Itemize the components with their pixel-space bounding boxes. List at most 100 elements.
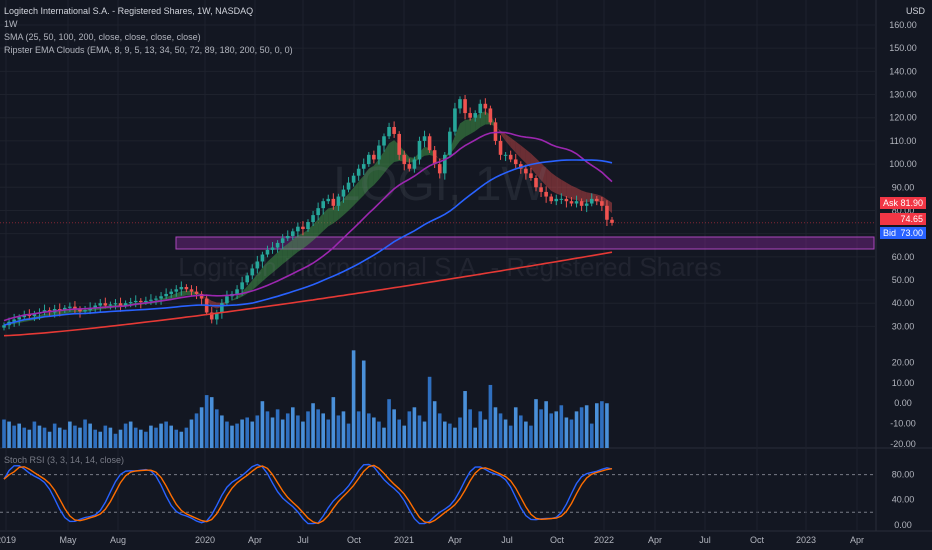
- candle-body: [83, 310, 87, 312]
- volume-bar: [412, 407, 417, 448]
- price-tick-label: 160.00: [889, 20, 917, 30]
- volume-bar: [139, 429, 143, 448]
- candle-body: [589, 198, 594, 204]
- volume-bar: [230, 425, 234, 448]
- sma-legend[interactable]: SMA (25, 50, 100, 200, close, close, clo…: [4, 32, 201, 42]
- volume-bar: [245, 417, 249, 448]
- candle-body: [118, 303, 123, 306]
- time-tick-label: Jul: [699, 535, 711, 545]
- volume-bar: [149, 425, 153, 448]
- volume-bar: [503, 419, 508, 448]
- ema-cloud-segment: [515, 141, 521, 159]
- volume-bar: [579, 407, 584, 448]
- volume-bar: [316, 409, 320, 448]
- volume-bar: [88, 423, 92, 448]
- candle-body: [443, 154, 447, 174]
- candle-body: [346, 182, 351, 190]
- ema-cloud-segment: [525, 149, 531, 169]
- candle-body: [179, 286, 184, 290]
- candle-body: [164, 293, 168, 297]
- price-tick-label: 150.00: [889, 43, 917, 53]
- stoch-rsi-legend[interactable]: Stoch RSI (3, 3, 14, 14, close): [4, 455, 125, 465]
- candle-body: [285, 235, 290, 239]
- volume-bar: [306, 411, 310, 448]
- ema-cloud-segment: [576, 187, 582, 202]
- candle-body: [336, 196, 341, 206]
- candle-body: [453, 108, 457, 132]
- candle-body: [169, 291, 173, 294]
- ema-cloud-segment: [606, 199, 612, 214]
- watermark-name: Logitech International S.A. - Registered…: [178, 252, 721, 282]
- volume-bar: [57, 427, 62, 448]
- ema-cloud-segment: [282, 243, 288, 265]
- ema-cloud-segment: [353, 181, 359, 206]
- ema-cloud-segment: [358, 175, 364, 201]
- candle-body: [245, 275, 249, 283]
- candle-body: [468, 113, 472, 118]
- candle-body: [367, 154, 371, 165]
- candle-body: [437, 164, 442, 174]
- ema-cloud-segment: [308, 224, 314, 245]
- volume-bar: [270, 417, 275, 448]
- volume-bar: [367, 413, 371, 448]
- volume-bar: [285, 413, 290, 448]
- volume-bar: [427, 376, 432, 448]
- volume-bar: [589, 423, 594, 448]
- time-tick-label: Apr: [648, 535, 662, 545]
- candle-body: [215, 312, 219, 320]
- ema-cloud-segment: [186, 290, 192, 296]
- volume-bar: [508, 425, 513, 448]
- ema-cloud-segment: [546, 167, 552, 191]
- candle-body: [397, 133, 401, 155]
- candle-body: [78, 309, 82, 312]
- ema-cloud-segment: [556, 176, 562, 196]
- time-tick-label: 2019: [0, 535, 16, 545]
- ask-label: Ask: [883, 198, 899, 208]
- volume-tick-label: 10.00: [892, 378, 915, 388]
- candle-body: [316, 208, 320, 216]
- volume-bar: [113, 433, 118, 448]
- candle-body: [12, 319, 16, 322]
- volume-bar: [549, 413, 553, 448]
- volume-bar: [448, 423, 452, 448]
- volume-bar: [559, 405, 564, 448]
- candle-body: [513, 159, 518, 165]
- candle-body: [600, 201, 604, 206]
- volume-bar: [372, 417, 376, 448]
- stoch-tick-label: 80.00: [892, 470, 915, 480]
- stoch-k-line: [3, 463, 613, 525]
- volume-bar: [524, 421, 528, 448]
- candle-body: [595, 198, 599, 202]
- candle-body: [422, 136, 427, 141]
- stoch-tick-label: 0.00: [894, 520, 912, 530]
- volume-bar: [443, 421, 447, 448]
- volume-bar: [584, 405, 589, 448]
- volume-bar: [468, 409, 472, 448]
- candle-body: [463, 99, 467, 114]
- candle-body: [544, 191, 548, 197]
- volume-bar: [377, 421, 381, 448]
- support-zone-box: [175, 236, 875, 250]
- volume-tick-label: -20.00: [890, 439, 916, 449]
- volume-bar: [154, 427, 158, 448]
- volume-bar: [7, 421, 11, 448]
- ema-cloud-segment: [302, 229, 308, 249]
- volume-bar: [519, 415, 523, 448]
- ema-cloud-segment: [292, 235, 298, 257]
- candle-body: [569, 201, 574, 204]
- candle-body: [427, 136, 432, 151]
- ema-cloud-legend[interactable]: Ripster EMA Clouds (EMA, 8, 9, 5, 13, 34…: [4, 45, 293, 55]
- candle-body: [225, 296, 229, 304]
- ema-cloud-segment: [267, 256, 273, 277]
- candle-body: [448, 131, 452, 155]
- candle-body: [27, 314, 32, 316]
- stoch-tick-label: 40.00: [892, 495, 915, 505]
- support-zone[interactable]: [175, 236, 875, 250]
- ema-cloud-segment: [242, 286, 248, 297]
- volume-bar: [12, 425, 16, 448]
- ema-cloud-segment: [333, 203, 339, 224]
- ema-cloud-segment: [460, 120, 466, 141]
- ema-cloud-segment: [601, 196, 607, 209]
- sma-red-line: [3, 251, 613, 337]
